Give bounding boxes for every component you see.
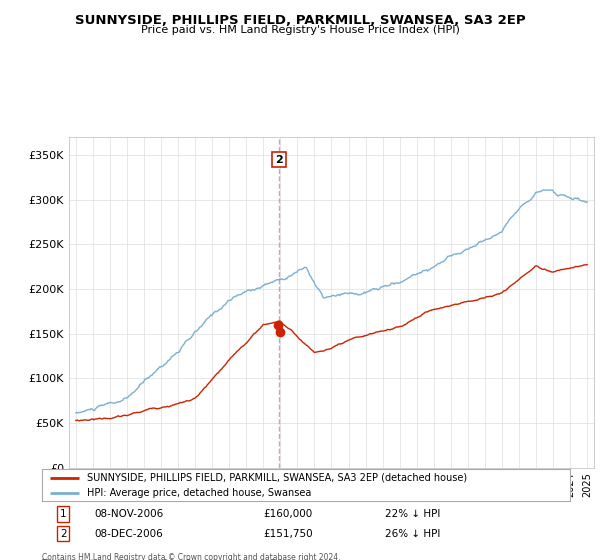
Text: 22% ↓ HPI: 22% ↓ HPI	[385, 509, 440, 519]
Text: This data is licensed under the Open Government Licence v3.0.: This data is licensed under the Open Gov…	[42, 559, 286, 560]
Text: HPI: Average price, detached house, Swansea: HPI: Average price, detached house, Swan…	[87, 488, 311, 498]
Text: Price paid vs. HM Land Registry's House Price Index (HPI): Price paid vs. HM Land Registry's House …	[140, 25, 460, 35]
Text: SUNNYSIDE, PHILLIPS FIELD, PARKMILL, SWANSEA, SA3 2EP: SUNNYSIDE, PHILLIPS FIELD, PARKMILL, SWA…	[74, 14, 526, 27]
Text: SUNNYSIDE, PHILLIPS FIELD, PARKMILL, SWANSEA, SA3 2EP (detached house): SUNNYSIDE, PHILLIPS FIELD, PARKMILL, SWA…	[87, 473, 467, 483]
Text: 2: 2	[275, 155, 283, 165]
Text: Contains HM Land Registry data © Crown copyright and database right 2024.: Contains HM Land Registry data © Crown c…	[42, 553, 341, 560]
Text: 08-DEC-2006: 08-DEC-2006	[95, 529, 164, 539]
Text: £160,000: £160,000	[264, 509, 313, 519]
Text: 1: 1	[60, 509, 67, 519]
Text: £151,750: £151,750	[264, 529, 313, 539]
Text: 26% ↓ HPI: 26% ↓ HPI	[385, 529, 440, 539]
Text: 2: 2	[60, 529, 67, 539]
Text: 08-NOV-2006: 08-NOV-2006	[95, 509, 164, 519]
